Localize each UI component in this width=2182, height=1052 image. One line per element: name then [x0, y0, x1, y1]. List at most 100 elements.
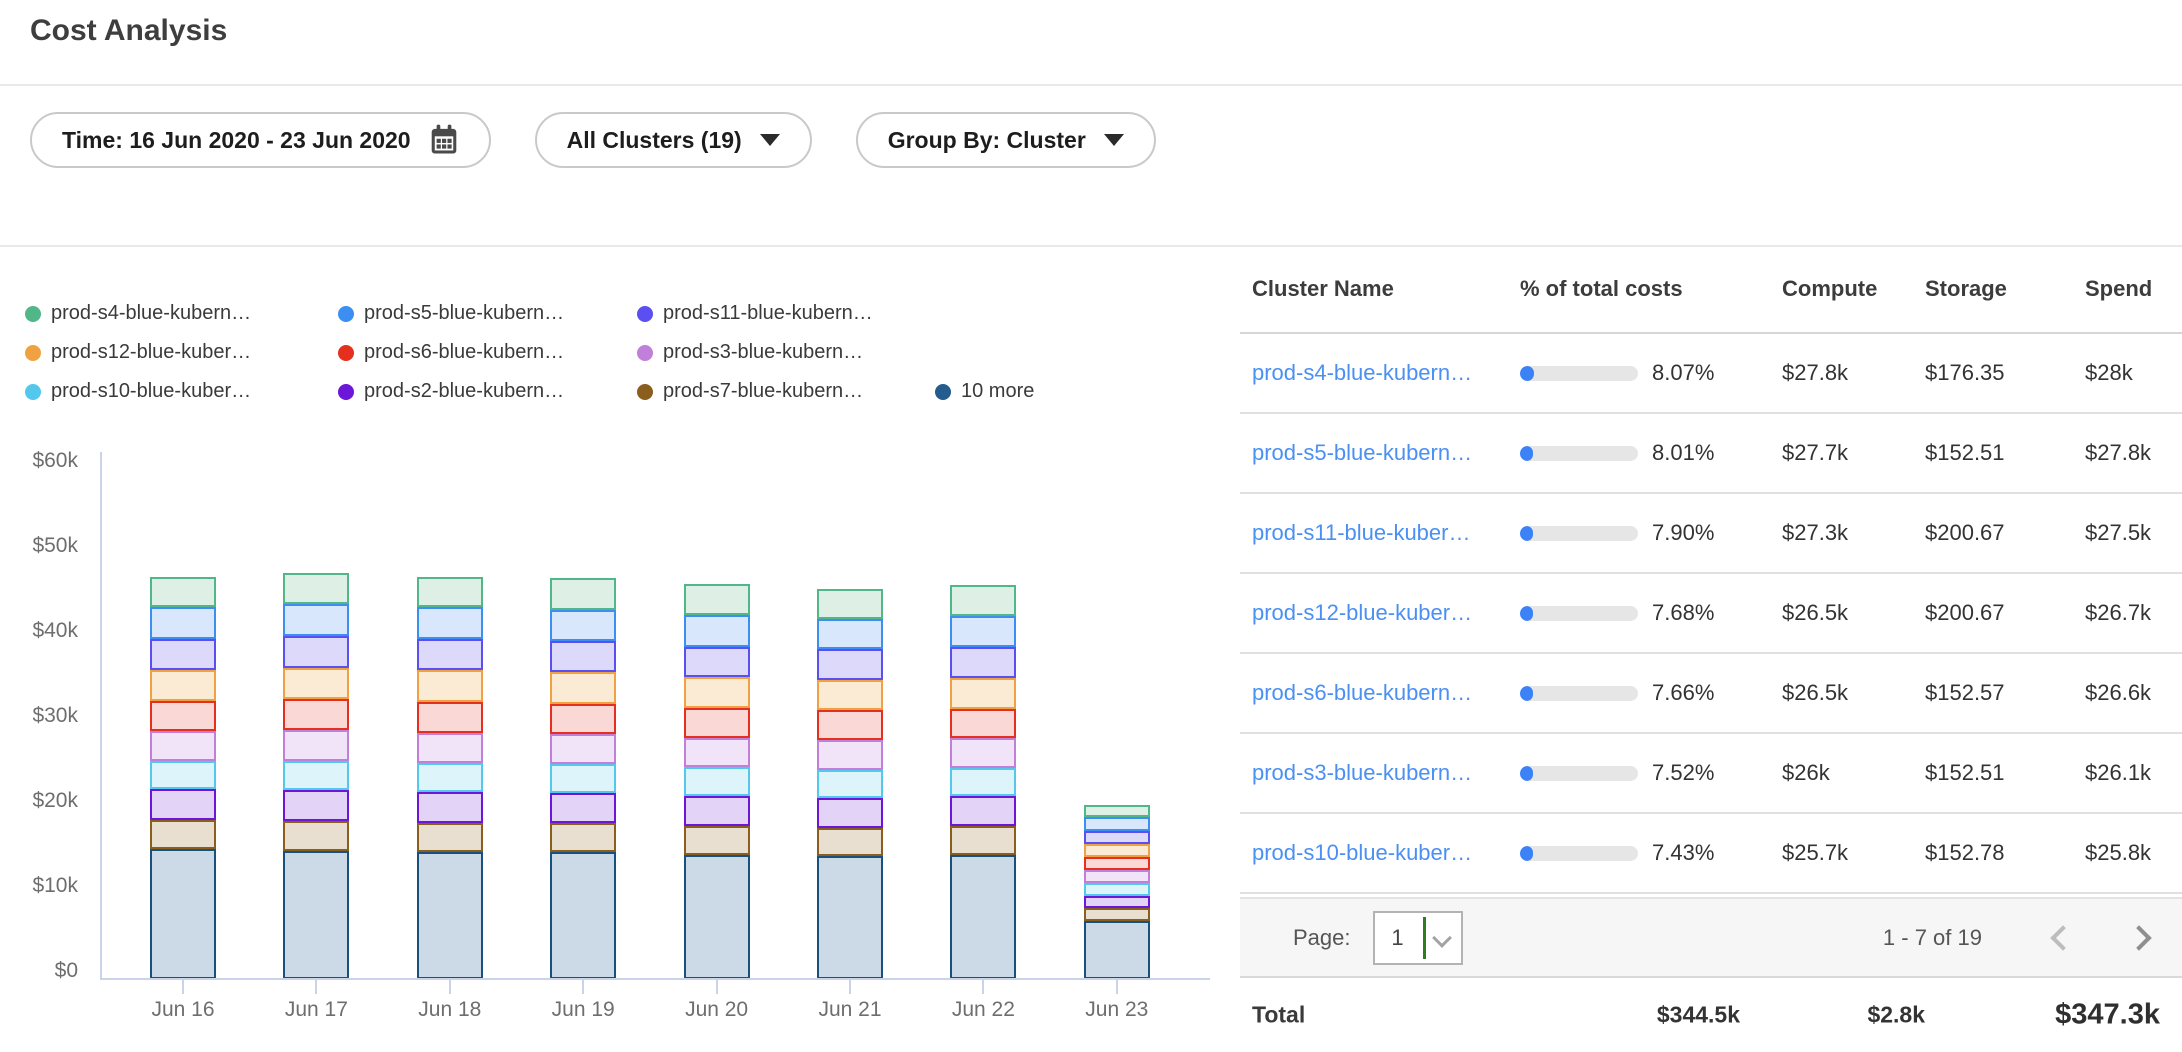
- cluster-name-link[interactable]: prod-s3-blue-kubern…: [1252, 760, 1520, 786]
- time-range-filter[interactable]: Time: 16 Jun 2020 - 23 Jun 2020: [30, 112, 491, 168]
- cluster-name-link[interactable]: prod-s5-blue-kubern…: [1252, 440, 1520, 466]
- bar-segment[interactable]: [283, 668, 349, 700]
- bar-segment[interactable]: [417, 733, 483, 764]
- bar-segment[interactable]: [1084, 870, 1150, 883]
- bar-segment[interactable]: [150, 849, 216, 979]
- bar-segment[interactable]: [950, 855, 1016, 979]
- bar-segment[interactable]: [150, 820, 216, 849]
- column-header-spend[interactable]: Spend: [2085, 276, 2182, 302]
- previous-page-icon[interactable]: [2050, 925, 2075, 950]
- bar-segment[interactable]: [150, 731, 216, 762]
- bar-segment[interactable]: [283, 851, 349, 979]
- group-by-dropdown[interactable]: Group By: Cluster: [856, 112, 1156, 168]
- bar-segment[interactable]: [950, 616, 1016, 648]
- bar-segment[interactable]: [1084, 831, 1150, 844]
- bar-segment[interactable]: [817, 798, 883, 828]
- bar-segment[interactable]: [550, 704, 616, 735]
- bar-segment[interactable]: [550, 734, 616, 764]
- bar-segment[interactable]: [684, 647, 750, 678]
- bar-segment[interactable]: [1084, 844, 1150, 858]
- bar-segment[interactable]: [684, 708, 750, 738]
- bar-segment[interactable]: [817, 740, 883, 770]
- bar-segment[interactable]: [283, 821, 349, 851]
- legend-item[interactable]: prod-s7-blue-kubern…: [637, 380, 863, 403]
- bar-segment[interactable]: [417, 823, 483, 852]
- cluster-name-link[interactable]: prod-s12-blue-kuber…: [1252, 600, 1520, 626]
- legend-item[interactable]: 10 more: [935, 380, 1034, 403]
- bar-segment[interactable]: [684, 738, 750, 768]
- cluster-name-link[interactable]: prod-s10-blue-kuber…: [1252, 840, 1520, 866]
- bar-segment[interactable]: [150, 639, 216, 670]
- legend-item[interactable]: prod-s10-blue-kuber…: [25, 380, 251, 403]
- bar-segment[interactable]: [950, 738, 1016, 768]
- bar-segment[interactable]: [1084, 817, 1150, 831]
- bar-segment[interactable]: [283, 730, 349, 761]
- bar-segment[interactable]: [550, 672, 616, 704]
- bar-segment[interactable]: [817, 710, 883, 740]
- legend-item[interactable]: prod-s4-blue-kubern…: [25, 302, 251, 325]
- bar-segment[interactable]: [817, 619, 883, 650]
- bar-segment[interactable]: [950, 647, 1016, 678]
- bar-segment[interactable]: [283, 790, 349, 821]
- column-header-pct-total-costs[interactable]: % of total costs: [1520, 276, 1782, 302]
- column-header-cluster-name[interactable]: Cluster Name: [1252, 276, 1520, 302]
- bar-segment[interactable]: [417, 670, 483, 702]
- bar-segment[interactable]: [684, 677, 750, 708]
- column-header-storage[interactable]: Storage: [1925, 276, 2085, 302]
- bar-segment[interactable]: [817, 649, 883, 680]
- bar-segment[interactable]: [550, 852, 616, 980]
- bar-segment[interactable]: [817, 856, 883, 979]
- cluster-name-link[interactable]: prod-s11-blue-kuber…: [1252, 520, 1520, 546]
- bar-segment[interactable]: [1084, 921, 1150, 979]
- bar-segment[interactable]: [950, 585, 1016, 616]
- bar-segment[interactable]: [950, 678, 1016, 709]
- bar-segment[interactable]: [283, 636, 349, 668]
- bar-segment[interactable]: [417, 702, 483, 733]
- bar-segment[interactable]: [684, 826, 750, 855]
- bar-segment[interactable]: [684, 584, 750, 615]
- clusters-filter-dropdown[interactable]: All Clusters (19): [535, 112, 812, 168]
- bar-segment[interactable]: [150, 577, 216, 608]
- cluster-name-link[interactable]: prod-s6-blue-kubern…: [1252, 680, 1520, 706]
- bar-segment[interactable]: [417, 607, 483, 639]
- bar-segment[interactable]: [150, 789, 216, 820]
- bar-segment[interactable]: [684, 855, 750, 979]
- bar-segment[interactable]: [417, 852, 483, 980]
- bar-segment[interactable]: [1084, 908, 1150, 921]
- bar-segment[interactable]: [283, 699, 349, 730]
- bar-segment[interactable]: [550, 641, 616, 672]
- bar-segment[interactable]: [950, 768, 1016, 796]
- bar-segment[interactable]: [283, 604, 349, 636]
- bar-segment[interactable]: [283, 761, 349, 791]
- page-number-select[interactable]: 1: [1373, 911, 1463, 965]
- bar-segment[interactable]: [550, 793, 616, 823]
- bar-segment[interactable]: [283, 573, 349, 605]
- bar-segment[interactable]: [684, 767, 750, 796]
- bar-segment[interactable]: [950, 826, 1016, 855]
- bar-segment[interactable]: [1084, 883, 1150, 896]
- legend-item[interactable]: prod-s11-blue-kubern…: [637, 302, 873, 325]
- bar-segment[interactable]: [817, 680, 883, 711]
- cluster-name-link[interactable]: prod-s4-blue-kubern…: [1252, 360, 1520, 386]
- bar-segment[interactable]: [950, 796, 1016, 826]
- legend-item[interactable]: prod-s12-blue-kuber…: [25, 341, 251, 364]
- column-header-compute[interactable]: Compute: [1782, 276, 1925, 302]
- bar-segment[interactable]: [1084, 857, 1150, 870]
- legend-item[interactable]: prod-s5-blue-kubern…: [338, 302, 564, 325]
- bar-segment[interactable]: [417, 763, 483, 792]
- bar-segment[interactable]: [550, 823, 616, 852]
- legend-item[interactable]: prod-s6-blue-kubern…: [338, 341, 564, 364]
- bar-segment[interactable]: [417, 639, 483, 671]
- bar-segment[interactable]: [684, 796, 750, 826]
- bar-segment[interactable]: [684, 615, 750, 647]
- legend-item[interactable]: prod-s3-blue-kubern…: [637, 341, 863, 364]
- legend-item[interactable]: prod-s2-blue-kubern…: [338, 380, 564, 403]
- bar-segment[interactable]: [950, 709, 1016, 739]
- bar-segment[interactable]: [1084, 805, 1150, 817]
- bar-segment[interactable]: [417, 577, 483, 608]
- bar-segment[interactable]: [417, 792, 483, 823]
- bar-segment[interactable]: [150, 701, 216, 731]
- bar-segment[interactable]: [1084, 896, 1150, 909]
- bar-segment[interactable]: [817, 589, 883, 619]
- bar-segment[interactable]: [150, 761, 216, 789]
